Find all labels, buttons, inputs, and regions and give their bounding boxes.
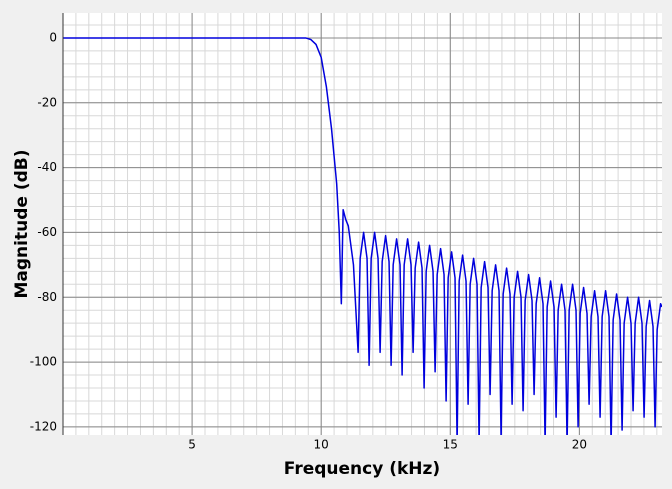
x-axis-title: Frequency (kHz)	[284, 459, 440, 479]
x-tick-label: 5	[188, 438, 196, 452]
labels: 5 10 15 20 -120 -100 -80 -60 -40 -20 0	[30, 30, 587, 451]
x-tick-label: 10	[314, 438, 329, 452]
x-tick-label: 20	[572, 438, 587, 452]
y-tick-label: -80	[37, 290, 57, 304]
plot-area	[63, 13, 662, 435]
y-tick-label: -60	[37, 225, 57, 239]
x-tick-label: 15	[443, 438, 458, 452]
y-tick-label: -20	[37, 95, 57, 109]
y-tick-label: 0	[49, 30, 57, 44]
y-tick-label: -100	[30, 355, 57, 369]
plot-lines	[63, 37, 662, 435]
y-tick-label: -120	[30, 419, 57, 433]
response-line	[63, 37, 662, 435]
grid	[62, 13, 662, 435]
y-axis-title: Magnitude (dB)	[12, 150, 32, 299]
y-tick-label: -40	[37, 160, 57, 174]
